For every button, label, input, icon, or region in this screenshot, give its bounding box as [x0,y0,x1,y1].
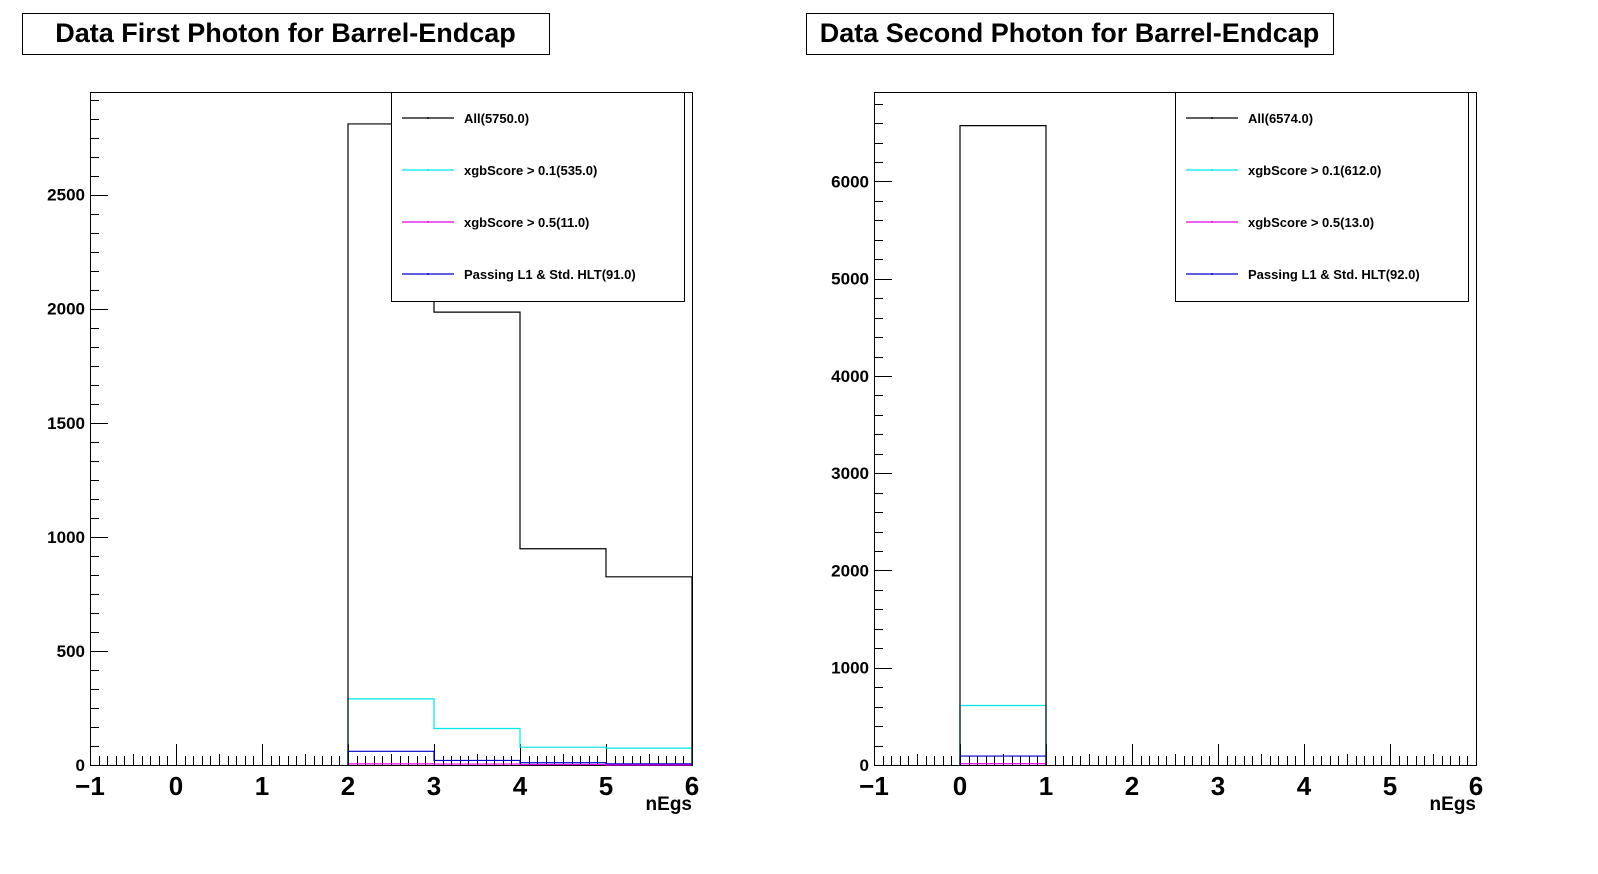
legend-box [1175,92,1469,302]
chart-title: Data First Photon for Barrel-Endcap [55,18,516,48]
x-axis-title: nEgs [1430,794,1476,815]
x-tick-label: 4 [1297,771,1312,801]
legend: All(5750.0) xgbScore > 0.1(535.0) xgbScore… [391,92,685,302]
chart-title: Data Second Photon for Barrel-Endcap [820,18,1320,48]
histogram-line [347,763,692,766]
x-tick-label: 2 [341,771,355,801]
legend-marker [1211,273,1213,275]
y-tick-label: 1000 [831,659,869,678]
chart-panel-2: Data Second Photon for Barrel-Endcap 0 100… [806,13,1483,815]
histogram-line [347,698,693,765]
y-tick-label: 0 [76,756,85,775]
x-tick-label: 5 [599,771,613,801]
x-tick-label: −1 [75,771,105,801]
x-tick-label: −1 [859,771,889,801]
x-tick-label: 0 [169,771,183,801]
legend-label: Passing L1 & Std. HLT(92.0) [1248,267,1420,282]
histogram-series [347,750,693,765]
histogram-bin [606,577,692,765]
histogram-bin [520,549,606,765]
legend-label: Passing L1 & Std. HLT(91.0) [464,267,636,282]
legend-marker [427,273,429,275]
x-tick-label: 1 [255,771,269,801]
legend-label: xgbScore > 0.1(535.0) [464,163,597,178]
histogram-line [347,750,693,765]
y-tick-label: 5000 [831,270,869,289]
legend-label: xgbScore > 0.1(612.0) [1248,163,1381,178]
x-tick-label: 1 [1039,771,1053,801]
legend-box [391,92,685,302]
x-tick-label: 4 [513,771,528,801]
legend-marker [427,169,429,171]
legend-marker [1211,221,1213,223]
histogram-bin [434,312,520,765]
x-tick-label: 6 [685,771,699,801]
histogram-line [959,125,1047,765]
y-tick-label: 3000 [831,464,869,483]
legend-marker [1211,169,1213,171]
title-box [806,13,1334,55]
y-tick-label: 2500 [47,186,85,205]
y-tick-label: 0 [860,756,869,775]
histogram-bin [960,126,1046,765]
legend-marker [427,221,429,223]
x-tick-label: 5 [1383,771,1397,801]
y-tick-label: 2000 [47,300,85,319]
histogram-series [347,698,693,765]
y-tick-label: 2000 [831,561,869,580]
legend-label: xgbScore > 0.5(13.0) [1248,215,1374,230]
x-tick-label: 3 [427,771,441,801]
x-tick-label: 3 [1211,771,1225,801]
x-axis-title: nEgs [646,794,692,815]
histogram-series [347,763,692,766]
histogram-series [959,125,1047,765]
x-tick-label: 0 [953,771,967,801]
y-tick-label: 1000 [47,528,85,547]
y-tick-label: 6000 [831,172,869,191]
y-tick-label: 4000 [831,367,869,386]
legend-label: All(5750.0) [464,111,529,126]
x-tick-label: 2 [1125,771,1139,801]
y-tick-label: 500 [57,642,85,661]
y-tick-label: 1500 [47,414,85,433]
legend: All(6574.0) xgbScore > 0.1(612.0) xgbScore… [1175,92,1469,302]
legend-marker [1211,117,1213,119]
chart-panel-1: Data First Photon for Barrel-Endcap 0 500 1… [22,13,699,815]
x-tick-label: 6 [1469,771,1483,801]
legend-label: xgbScore > 0.5(11.0) [464,215,589,230]
title-box [22,13,550,55]
legend-marker [427,117,429,119]
legend-label: All(6574.0) [1248,111,1313,126]
